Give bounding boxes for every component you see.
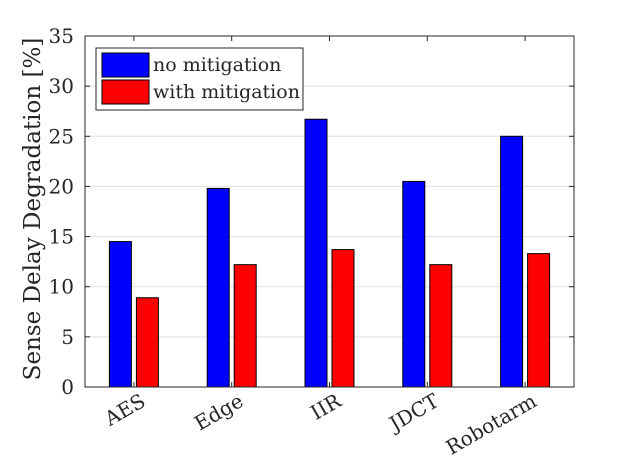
y-tick-label: 0 [61,375,74,399]
bar-no-mitigation-jdct [402,180,426,388]
y-tick-label: 35 [49,24,74,48]
bar-with-mitigation-iir [331,249,355,388]
bar-with-mitigation-robotarm [527,253,551,388]
legend-swatch-no-mitigation [101,52,150,78]
legend: no mitigation with mitigation [95,47,304,111]
y-tick-label: 30 [49,74,74,98]
y-tick-label: 10 [49,275,74,299]
y-axis-label: Sense Delay Degradation [%] [20,38,46,381]
bar-no-mitigation-edge [206,187,230,388]
x-tick-label-aes: AES [100,389,150,432]
legend-label-no-mitigation: no mitigation [153,54,281,76]
x-tick-label-iir: IIR [306,388,346,425]
x-tick-label-edge: Edge [190,389,247,436]
bar-no-mitigation-iir [304,118,328,388]
bar-with-mitigation-edge [233,264,257,388]
axes [84,35,575,388]
bar-no-mitigation-robotarm [500,135,524,388]
y-tick-label: 20 [49,174,74,198]
y-tick-labels: 0 5 10 15 20 25 30 35 [49,24,74,399]
bar-with-mitigation-aes [135,297,159,388]
y-tick-label: 25 [49,124,74,148]
y-tick-label: 5 [61,325,74,349]
x-tick-label-jdct: JDCT [383,388,443,436]
legend-label-with-mitigation: with mitigation [153,81,300,103]
y-tick-label: 15 [49,225,74,249]
bar-with-mitigation-jdct [429,264,453,388]
x-tick-label-robotarm: Robotarm [442,389,541,460]
legend-swatch-with-mitigation [101,79,150,105]
bars [108,118,551,388]
bar-no-mitigation-aes [108,241,132,388]
